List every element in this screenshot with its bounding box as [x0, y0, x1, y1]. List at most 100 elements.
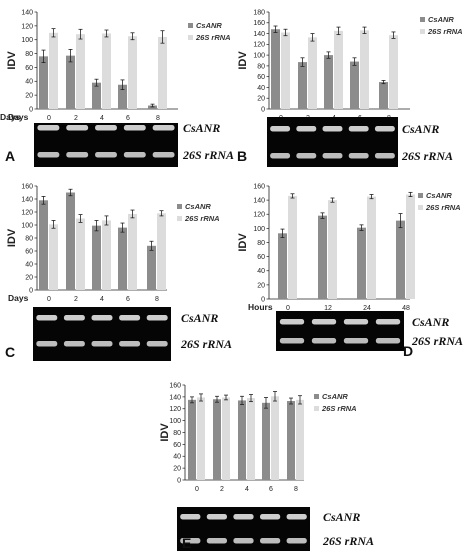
- legend-label: CsANR: [185, 202, 211, 211]
- bar-control: [49, 32, 58, 109]
- gel-band-target: [36, 315, 58, 321]
- x-tick-label: 4: [100, 115, 104, 122]
- gel-label-control: 26S rRNA: [322, 534, 374, 548]
- y-tick-label: 60: [173, 442, 181, 449]
- bar-target: [188, 399, 196, 480]
- bar-target: [324, 55, 333, 109]
- y-tick-label: 160: [169, 382, 181, 389]
- gel-band-target: [270, 126, 291, 132]
- gel-band-control: [146, 341, 168, 347]
- legend-label: 26S rRNA: [195, 33, 231, 42]
- gel-band-target: [343, 319, 369, 325]
- y-tick-label: 20: [257, 96, 265, 103]
- x-tick-label: 6: [126, 115, 130, 122]
- y-tick-label: 0: [177, 477, 181, 484]
- gel-band-control: [348, 153, 369, 159]
- x-tick-label: 6: [269, 486, 273, 493]
- legend-label: 26S rRNA: [184, 214, 220, 223]
- bar-control: [308, 37, 317, 110]
- legend-label: CsANR: [426, 191, 452, 200]
- y-tick-label: 40: [25, 261, 33, 268]
- bar-target: [92, 225, 101, 290]
- gel-band-target: [37, 125, 60, 131]
- gel-band-control: [63, 341, 85, 347]
- x-tick-label: 8: [155, 296, 159, 303]
- bar-control: [128, 213, 137, 290]
- x-tick-label: 0: [47, 115, 51, 122]
- gel-band-control: [270, 153, 291, 159]
- y-tick-label: 100: [21, 37, 33, 44]
- y-tick-label: 40: [25, 79, 33, 86]
- gel-band-control: [343, 338, 369, 344]
- y-tick-label: 80: [257, 240, 265, 247]
- x-tick-label: 12: [324, 305, 332, 312]
- legend-swatch: [418, 205, 423, 210]
- gel-label-control: 26S rRNA: [411, 334, 463, 348]
- legend-swatch: [314, 394, 319, 399]
- y-tick-label: 20: [173, 466, 181, 473]
- gel-band-control: [95, 152, 117, 158]
- y-tick-label: 60: [257, 254, 265, 261]
- x-tick-label: 0: [286, 305, 290, 312]
- x-tick-label: 0: [47, 296, 51, 303]
- gel-band-target: [119, 315, 141, 321]
- gel-band-control: [66, 152, 89, 158]
- bar-control: [296, 399, 304, 480]
- gel-band-control: [119, 341, 141, 347]
- legend-label: 26S rRNA: [427, 27, 463, 36]
- legend-swatch: [188, 35, 193, 40]
- bar-control: [222, 397, 230, 480]
- gel-band-control: [152, 152, 175, 158]
- bar-target: [318, 215, 327, 299]
- bar-control: [76, 218, 85, 290]
- y-tick-label: 120: [21, 209, 33, 216]
- bar-control: [197, 397, 205, 480]
- y-tick-label: 20: [257, 282, 265, 289]
- y-tick-label: 100: [253, 226, 265, 233]
- gel-label-target: CsANR: [183, 121, 220, 135]
- bar-target: [357, 227, 366, 299]
- y-tick-label: 80: [25, 51, 33, 58]
- gel-band-target: [296, 126, 317, 132]
- y-tick-label: 140: [21, 196, 33, 203]
- y-tick-label: 20: [25, 93, 33, 100]
- gel-label-control: 26S rRNA: [180, 337, 232, 351]
- x-tick-label: 2: [74, 296, 78, 303]
- panel-e: 0 20 40 60 80 100 120 140 160 IDV 0 2 4 6 8 CsANR 26S rR…: [159, 382, 374, 551]
- y-tick-label: 160: [253, 20, 265, 27]
- legend-swatch: [177, 204, 182, 209]
- bar-target: [147, 245, 156, 290]
- bar-control: [367, 196, 376, 299]
- legend-label: CsANR: [428, 15, 454, 24]
- bar-control: [389, 35, 398, 109]
- gel-band-control: [259, 538, 281, 544]
- bar-target: [213, 399, 221, 480]
- gel-image: [177, 507, 310, 551]
- panel-label: C: [5, 344, 15, 360]
- panel-b: 020406080100120140160180IDVDays02468CsAN…: [0, 9, 463, 167]
- bar-control: [281, 32, 290, 109]
- y-tick-label: 60: [257, 74, 265, 81]
- y-tick-label: 80: [173, 430, 181, 437]
- legend-swatch: [420, 17, 425, 22]
- gel-band-control: [233, 538, 254, 544]
- gel-label-target: CsANR: [323, 510, 360, 524]
- panel-label: D: [403, 343, 413, 359]
- gel-label-target: CsANR: [412, 315, 449, 329]
- bar-target: [396, 220, 405, 299]
- panel-label: E: [182, 535, 191, 551]
- y-tick-label: 140: [169, 394, 181, 401]
- panel-label: A: [5, 148, 15, 164]
- bar-target: [66, 192, 75, 290]
- bar-target: [271, 29, 280, 109]
- legend-swatch: [420, 29, 425, 34]
- bar-control: [76, 34, 85, 109]
- bar-target: [92, 82, 101, 109]
- gel-band-control: [322, 153, 343, 159]
- y-axis-label: IDV: [237, 51, 249, 70]
- gel-band-control: [123, 152, 146, 158]
- gel-band-control: [279, 338, 305, 344]
- y-tick-label: 0: [29, 287, 33, 294]
